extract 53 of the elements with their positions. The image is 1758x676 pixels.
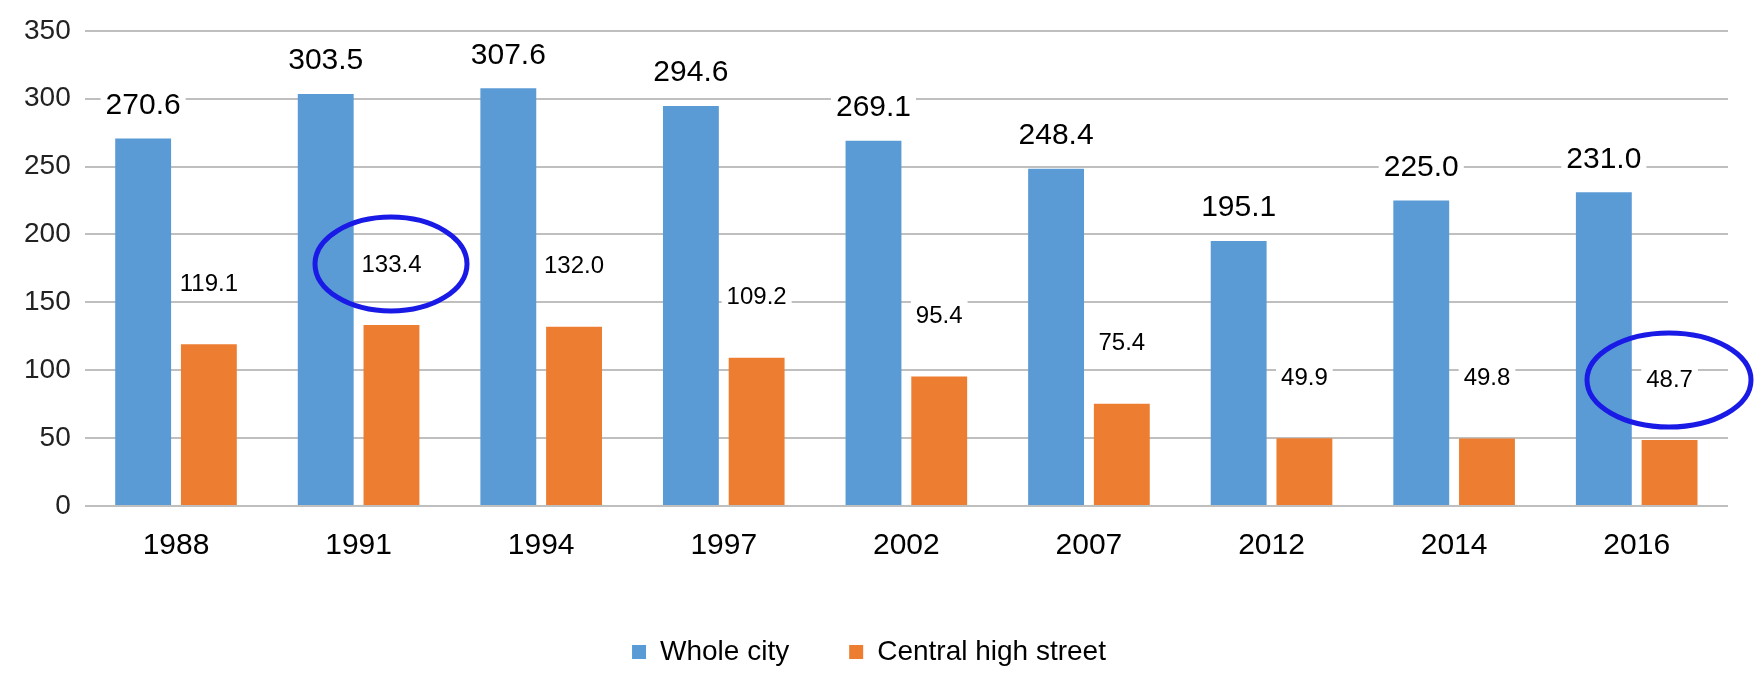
x-tick-label: 2014 xyxy=(1420,527,1488,561)
x-tick-label: 1994 xyxy=(507,527,575,561)
bar xyxy=(1459,438,1515,505)
bar xyxy=(363,324,420,505)
bar xyxy=(728,357,785,505)
legend-label: Central high street xyxy=(877,634,1107,666)
data-label: 132.0 xyxy=(544,251,605,279)
bar xyxy=(1276,438,1333,505)
data-label: 195.1 xyxy=(1201,189,1277,223)
bar xyxy=(180,344,237,505)
x-tick-label: 2016 xyxy=(1603,527,1671,561)
y-tick-label: 250 xyxy=(24,149,71,181)
y-tick-label: 100 xyxy=(24,352,71,384)
bar xyxy=(911,376,968,505)
bar xyxy=(1210,241,1267,505)
y-tick-label: 0 xyxy=(55,488,71,520)
y-tick-label: 300 xyxy=(24,81,71,113)
bar xyxy=(480,88,537,505)
data-label: 109.2 xyxy=(726,282,787,310)
x-tick-label: 2007 xyxy=(1055,527,1123,561)
data-label: 269.1 xyxy=(835,88,912,122)
data-label: 49.8 xyxy=(1463,363,1511,391)
bar xyxy=(1393,200,1450,505)
data-label: 231.0 xyxy=(1566,140,1642,174)
bar xyxy=(546,326,602,505)
x-tick-label: 2012 xyxy=(1238,527,1305,561)
bar xyxy=(1028,168,1085,505)
data-label: 48.7 xyxy=(1646,364,1693,392)
x-tick-label: 1991 xyxy=(325,527,392,561)
data-label: 307.6 xyxy=(470,36,546,70)
data-label: 303.5 xyxy=(288,42,364,76)
legend-label: Whole city xyxy=(660,634,790,666)
data-label: 225.0 xyxy=(1383,148,1459,182)
data-label: 75.4 xyxy=(1098,328,1146,356)
data-label: 119.1 xyxy=(179,268,239,296)
x-tick-label: 2002 xyxy=(872,527,940,561)
data-label: 248.4 xyxy=(1018,117,1094,151)
data-label: 133.4 xyxy=(361,249,422,277)
x-tick-label: 1997 xyxy=(690,527,758,561)
data-label: 49.9 xyxy=(1281,362,1328,390)
y-tick-label: 150 xyxy=(24,285,71,317)
y-tick-label: 200 xyxy=(24,217,71,249)
bar xyxy=(845,140,902,505)
x-tick-label: 1988 xyxy=(142,527,210,561)
bar xyxy=(115,138,172,505)
y-tick-label: 50 xyxy=(39,420,71,452)
y-tick-label: 350 xyxy=(24,13,71,45)
data-label: 270.6 xyxy=(105,86,181,120)
data-label: 95.4 xyxy=(915,301,963,329)
bar xyxy=(1641,439,1698,505)
data-label: 294.6 xyxy=(653,54,729,88)
bar xyxy=(1093,403,1150,505)
bar xyxy=(662,106,719,505)
